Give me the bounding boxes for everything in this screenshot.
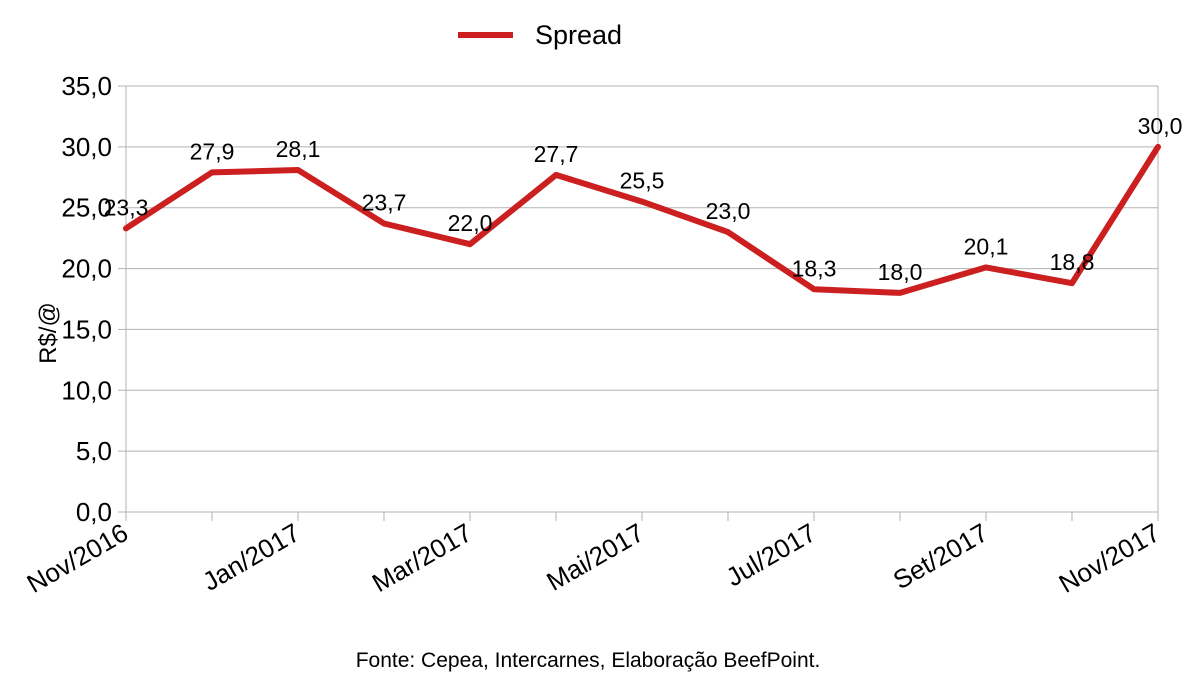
y-axis-title: R$/@ bbox=[35, 302, 62, 364]
x-tick-label: Nov/2017 bbox=[1054, 517, 1165, 599]
y-tick-label: 20,0 bbox=[61, 254, 112, 284]
data-label: 20,1 bbox=[964, 233, 1009, 259]
data-label: 18,3 bbox=[792, 255, 837, 281]
data-label: 27,9 bbox=[190, 138, 235, 164]
x-tick-label: Jan/2017 bbox=[197, 517, 305, 596]
data-label: 25,5 bbox=[620, 168, 665, 194]
x-tick-label: Mai/2017 bbox=[541, 517, 649, 596]
source-note: Fonte: Cepea, Intercarnes, Elaboração Be… bbox=[356, 649, 821, 672]
x-axis-ticks: Nov/2016 Jan/2017 Mar/2017 Mai/2017 Jul/2017… bbox=[22, 512, 1165, 599]
y-tick-label: 15,0 bbox=[61, 314, 112, 344]
data-label: 28,1 bbox=[276, 136, 321, 162]
x-tick-label: Set/2017 bbox=[888, 517, 993, 595]
data-label: 27,7 bbox=[534, 141, 579, 167]
y-tick-label: 30,0 bbox=[61, 132, 112, 162]
data-label: 22,0 bbox=[448, 210, 493, 236]
data-label: 18,0 bbox=[878, 259, 923, 285]
y-tick-label: 10,0 bbox=[61, 375, 112, 405]
data-label: 23,7 bbox=[362, 190, 407, 216]
y-tick-label: 0,0 bbox=[76, 497, 112, 527]
series-group bbox=[123, 143, 1161, 296]
data-label: 23,0 bbox=[706, 198, 751, 224]
gridlines bbox=[126, 85, 1158, 513]
legend: Spread bbox=[458, 20, 622, 50]
data-labels: 23,3 27,9 28,1 23,7 22,0 27,7 25,5 23,0 18,3 18,0… bbox=[104, 113, 1183, 285]
y-tick-label: 5,0 bbox=[76, 436, 112, 466]
series-line-spread bbox=[123, 143, 1161, 296]
data-label: 18,8 bbox=[1050, 249, 1095, 275]
x-tick-label: Jul/2017 bbox=[721, 517, 821, 592]
legend-label: Spread bbox=[535, 20, 622, 50]
data-label: 30,0 bbox=[1138, 113, 1183, 139]
x-tick-label: Mar/2017 bbox=[367, 517, 477, 598]
data-label: 23,3 bbox=[104, 194, 149, 220]
x-tick-label: Nov/2016 bbox=[22, 517, 133, 599]
y-tick-label: 25,0 bbox=[61, 193, 112, 223]
y-axis-ticks: 0,0 5,0 10,0 15,0 20,0 25,0 30,0 35,0 bbox=[61, 71, 126, 527]
y-tick-label: 35,0 bbox=[61, 71, 112, 101]
